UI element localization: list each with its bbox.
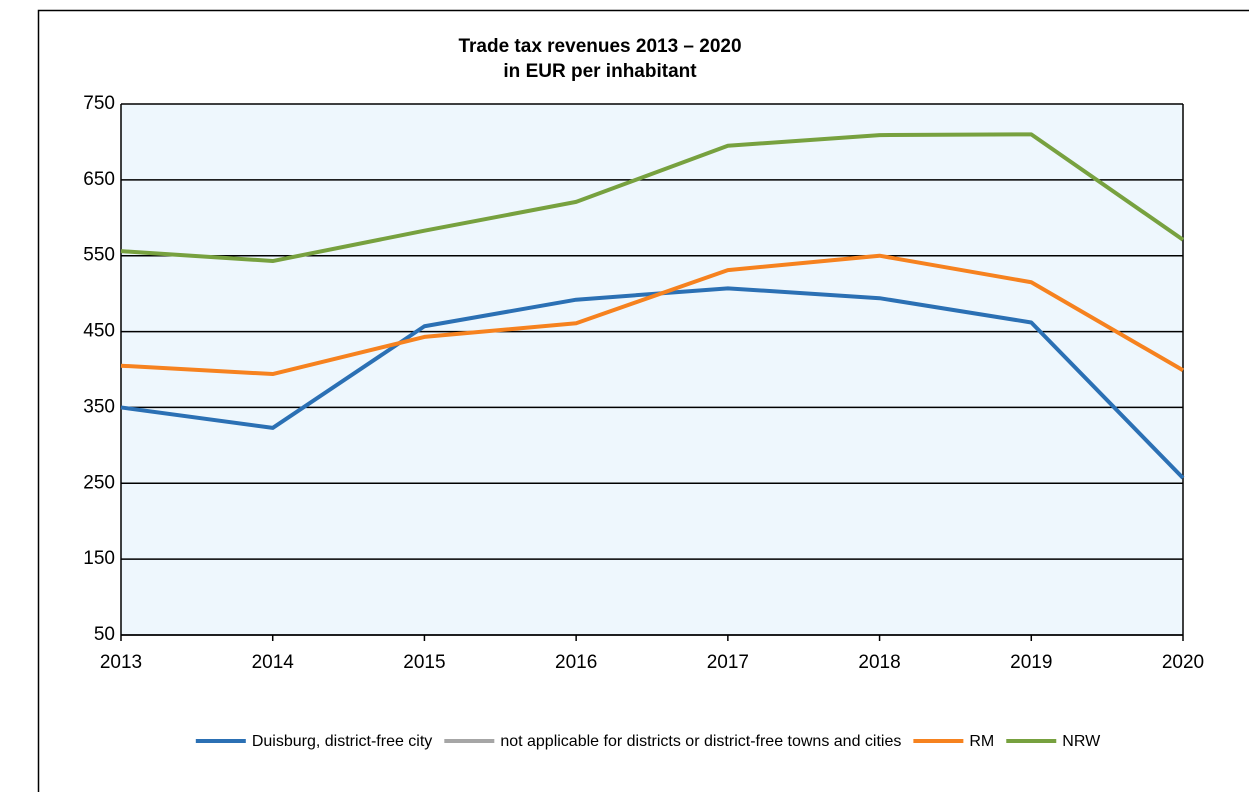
x-tick-label: 2013 [100, 652, 142, 673]
legend-label: NRW [1062, 733, 1101, 750]
x-tick-label: 2017 [707, 652, 749, 673]
chart-subtitle: in EUR per inhabitant [503, 61, 697, 82]
y-tick-label: 150 [83, 548, 115, 569]
legend-label: RM [969, 733, 994, 750]
legend-label: not applicable for districts or district… [500, 733, 901, 750]
legend-label: Duisburg, district-free city [252, 733, 433, 750]
y-tick-label: 450 [83, 321, 115, 342]
x-tick-label: 2015 [403, 652, 445, 673]
x-tick-label: 2018 [858, 652, 900, 673]
chart-title: Trade tax revenues 2013 – 2020 [458, 36, 741, 57]
x-tick-label: 2019 [1010, 652, 1052, 673]
y-tick-label: 750 [83, 93, 115, 114]
series-line [120, 286, 1185, 480]
y-tick-label: 250 [83, 472, 115, 493]
x-tick-label: 2014 [252, 652, 295, 673]
series-line [120, 132, 1185, 264]
x-tick-label: 2020 [1162, 652, 1204, 673]
series-line [120, 253, 1185, 377]
x-tick-label: 2016 [555, 652, 597, 673]
y-tick-label: 50 [94, 624, 115, 645]
plot-area [121, 104, 1183, 635]
y-tick-label: 650 [83, 169, 115, 190]
y-tick-label: 350 [83, 396, 115, 417]
y-tick-label: 550 [83, 245, 115, 266]
